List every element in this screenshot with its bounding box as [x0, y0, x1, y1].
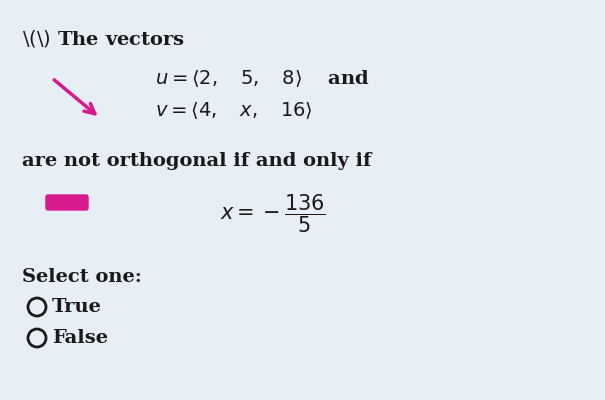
Text: $v = \langle 4, \quad x, \quad 16 \rangle$: $v = \langle 4, \quad x, \quad 16 \rangl…: [155, 100, 313, 121]
Text: $u = \langle 2, \quad 5, \quad 8 \rangle \quad$ and: $u = \langle 2, \quad 5, \quad 8 \rangle…: [155, 68, 370, 89]
Text: True: True: [52, 298, 102, 316]
FancyBboxPatch shape: [46, 195, 88, 210]
Text: are not orthogonal if and only if: are not orthogonal if and only if: [22, 152, 371, 170]
Text: False: False: [52, 329, 108, 347]
Text: $\backslash(\backslash)$ The vectors: $\backslash(\backslash)$ The vectors: [22, 28, 185, 49]
Text: Select one:: Select one:: [22, 268, 142, 286]
Text: $x = -\dfrac{136}{5}$: $x = -\dfrac{136}{5}$: [220, 192, 326, 234]
